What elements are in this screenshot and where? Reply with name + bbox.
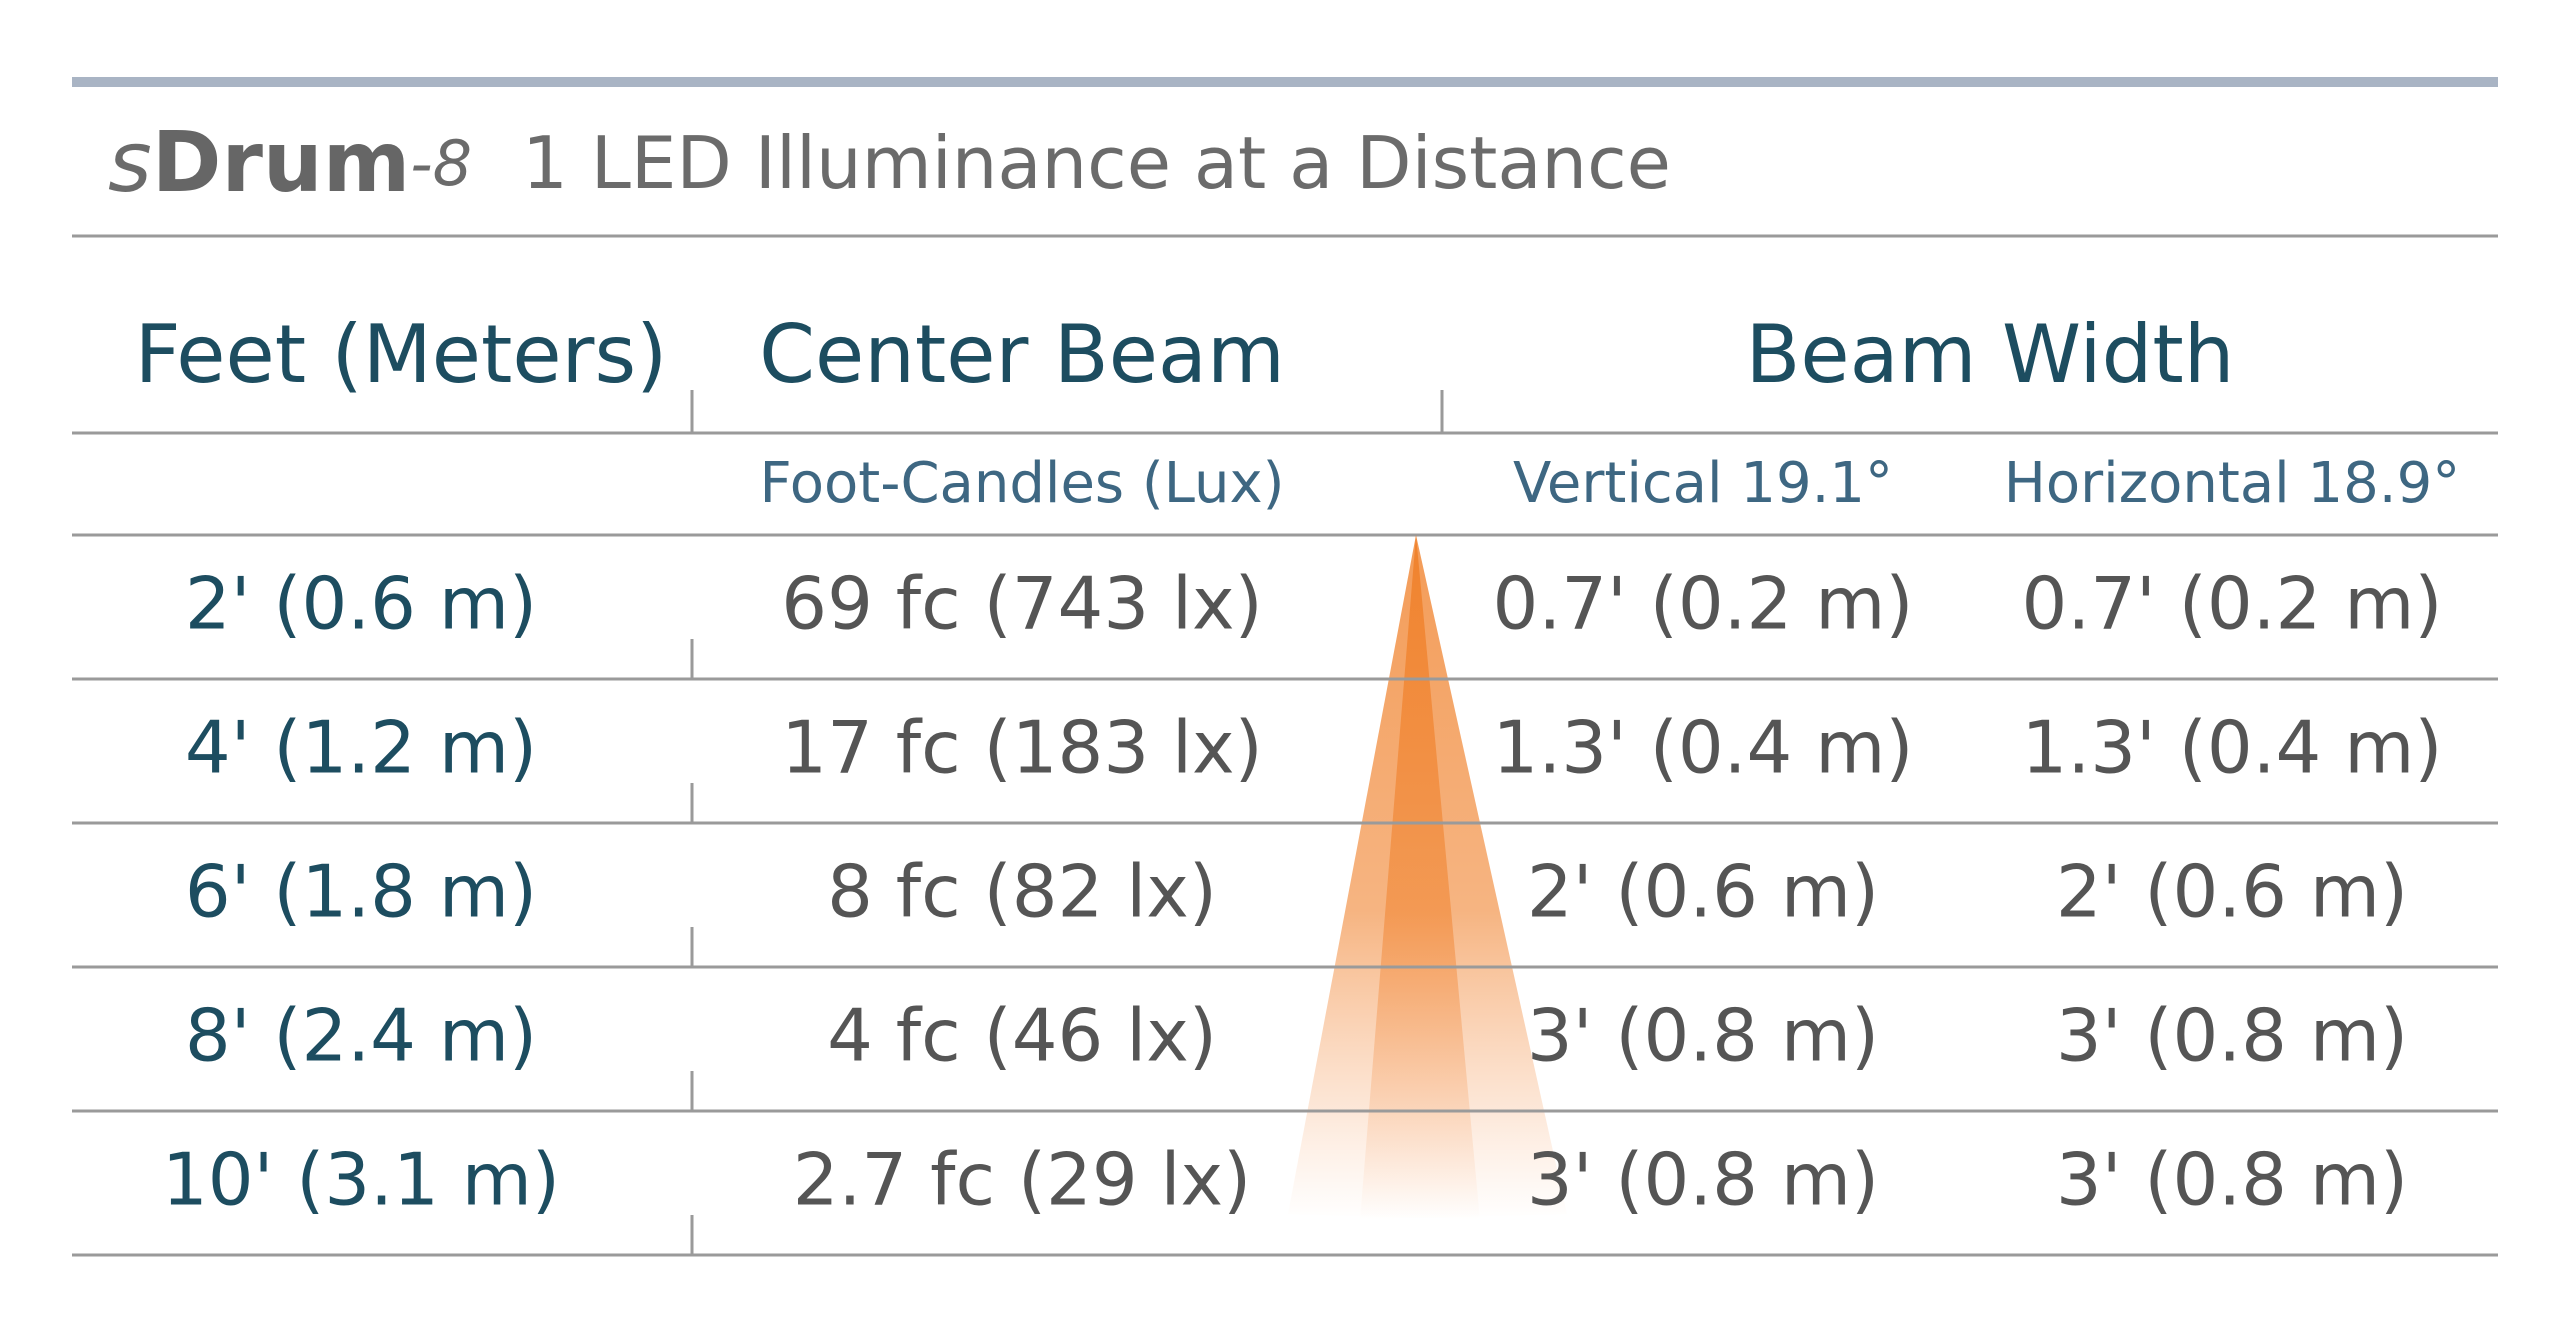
brand-s: s [108, 113, 152, 211]
cell: 2.7 fc (29 lx) [793, 1138, 1252, 1222]
cell: 3' (0.8 m) [2056, 994, 2408, 1078]
subheader: Horizontal 18.9° [2004, 451, 2460, 516]
subheader: Foot-Candles (Lux) [760, 451, 1285, 516]
column-header: Center Beam [759, 308, 1285, 401]
cell: 1.3' (0.4 m) [2022, 706, 2443, 790]
cell: 0.7' (0.2 m) [2022, 562, 2443, 646]
column-header: Feet (Meters) [135, 308, 668, 401]
cell: 3' (0.8 m) [1527, 994, 1879, 1078]
cell: 6' (1.8 m) [185, 850, 537, 934]
cell: 0.7' (0.2 m) [1493, 562, 1914, 646]
cell: 8 fc (82 lx) [827, 850, 1217, 934]
rows: 2' (0.6 m) 69 fc (743 lx) 0.7' (0.2 m) 0.7'… [72, 562, 2498, 1257]
cell: 10' (3.1 m) [162, 1138, 560, 1222]
cell: 1.3' (0.4 m) [1493, 706, 1914, 790]
cell: 4 fc (46 lx) [827, 994, 1217, 1078]
title: sDrum-8 1 LED Illuminance at a Distance [108, 113, 1671, 211]
subheader: Vertical 19.1° [1513, 451, 1893, 516]
cell: 2' (0.6 m) [185, 562, 537, 646]
cell: 69 fc (743 lx) [781, 562, 1262, 646]
cell: 3' (0.8 m) [2056, 1138, 2408, 1222]
brand-model: -8 [410, 127, 472, 200]
beam-cone [1288, 535, 1567, 1220]
column-header: Beam Width [1746, 308, 2235, 401]
cell: 8' (2.4 m) [185, 994, 537, 1078]
cell: 3' (0.8 m) [1527, 1138, 1879, 1222]
title-text: 1 LED Illuminance at a Distance [522, 121, 1671, 205]
brand-name: Drum [152, 113, 410, 211]
beam-right [1360, 535, 1567, 1220]
cell: 2' (0.6 m) [2056, 850, 2408, 934]
cell: 2' (0.6 m) [1527, 850, 1879, 934]
top-bar [72, 77, 2498, 87]
cell: 17 fc (183 lx) [781, 706, 1262, 790]
cell: 4' (1.2 m) [185, 706, 537, 790]
